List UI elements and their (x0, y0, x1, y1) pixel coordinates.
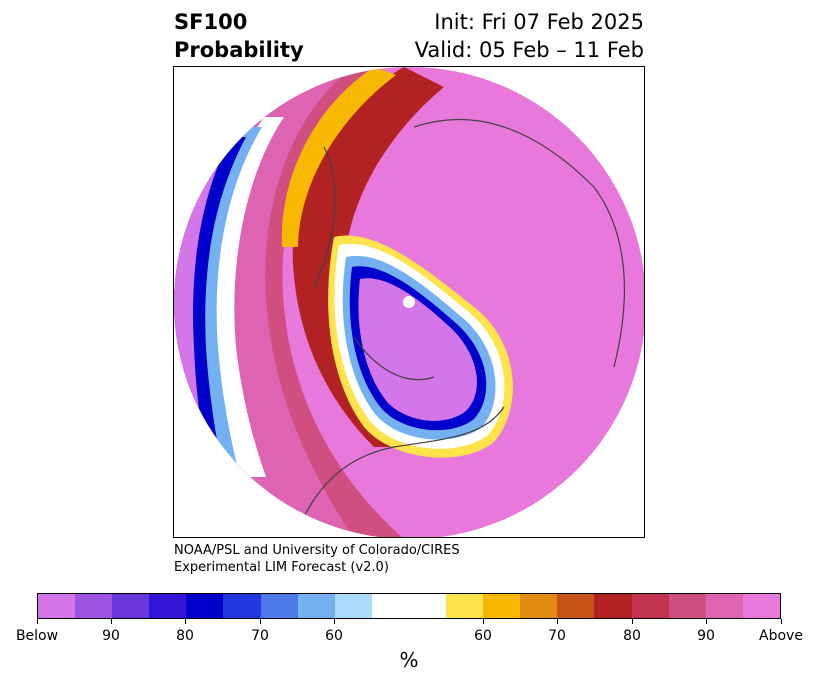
colorbar-tick-label: Above (759, 628, 803, 644)
title-block: SF100 Probability (174, 8, 304, 64)
colorbar-tick-label: 80 (623, 628, 641, 644)
colorbar-tickmark (781, 619, 782, 624)
colorbar-tickmark (483, 619, 484, 624)
colorbar-tick-label: 90 (102, 628, 120, 644)
colorbar-swatch (112, 594, 150, 618)
vortex-core-below (358, 278, 477, 421)
valid-range: Valid: 05 Feb – 11 Feb (414, 38, 644, 62)
colorbar-tick-label: 60 (474, 628, 492, 644)
colorbar-tick-label: 90 (697, 628, 715, 644)
colorbar-swatch (520, 594, 558, 618)
init-date: Init: Fri 07 Feb 2025 (434, 10, 644, 34)
ridge-yellow (281, 67, 396, 247)
colorbar-tick-label: 60 (325, 628, 343, 644)
map-panel (173, 66, 645, 538)
colorbar-tick-label: Below (15, 628, 59, 644)
colorbar-swatch (705, 594, 743, 618)
colorbar-tickmark (334, 619, 335, 624)
colorbar-swatch (38, 594, 76, 618)
credit-line-2: Experimental LIM Forecast (v2.0) (174, 560, 389, 575)
colorbar-swatch (186, 594, 224, 618)
colorbar-tick-label: 80 (176, 628, 194, 644)
colorbar-swatch (631, 594, 669, 618)
colorbar-swatch (668, 594, 706, 618)
colorbar-tickmark (111, 619, 112, 624)
credit-line-1: NOAA/PSL and University of Colorado/CIRE… (174, 543, 460, 558)
probability-map (174, 67, 644, 537)
colorbar-tick-label: 70 (251, 628, 269, 644)
colorbar-tickmark (185, 619, 186, 624)
pole-marker (403, 296, 415, 308)
colorbar-swatch (297, 594, 335, 618)
colorbar (37, 593, 781, 619)
colorbar-tickmark (37, 619, 38, 624)
product-title: SF100 (174, 10, 248, 34)
colorbar-swatch (260, 594, 298, 618)
colorbar-swatch (75, 594, 113, 618)
colorbar-swatch (408, 594, 447, 618)
date-block: Init: Fri 07 Feb 2025 Valid: 05 Feb – 11… (415, 8, 644, 64)
colorbar-tickmark (632, 619, 633, 624)
colorbar-swatch (557, 594, 595, 618)
colorbar-swatch (446, 594, 484, 618)
colorbar-tickmark (706, 619, 707, 624)
colorbar-tickmark (557, 619, 558, 624)
product-subtitle: Probability (174, 38, 304, 62)
colorbar-swatch (594, 594, 632, 618)
credit-block: NOAA/PSL and University of Colorado/CIRE… (174, 542, 460, 576)
colorbar-swatch (371, 594, 409, 618)
colorbar-tickmark (260, 619, 261, 624)
coastlines (293, 118, 626, 537)
colorbar-tick-label: 70 (548, 628, 566, 644)
colorbar-swatch (483, 594, 521, 618)
probability-field (174, 67, 644, 537)
colorbar-unit: % (399, 648, 419, 672)
colorbar-swatch (223, 594, 261, 618)
colorbar-swatch (742, 594, 780, 618)
colorbar-swatch (149, 594, 187, 618)
colorbar-swatch (334, 594, 372, 618)
